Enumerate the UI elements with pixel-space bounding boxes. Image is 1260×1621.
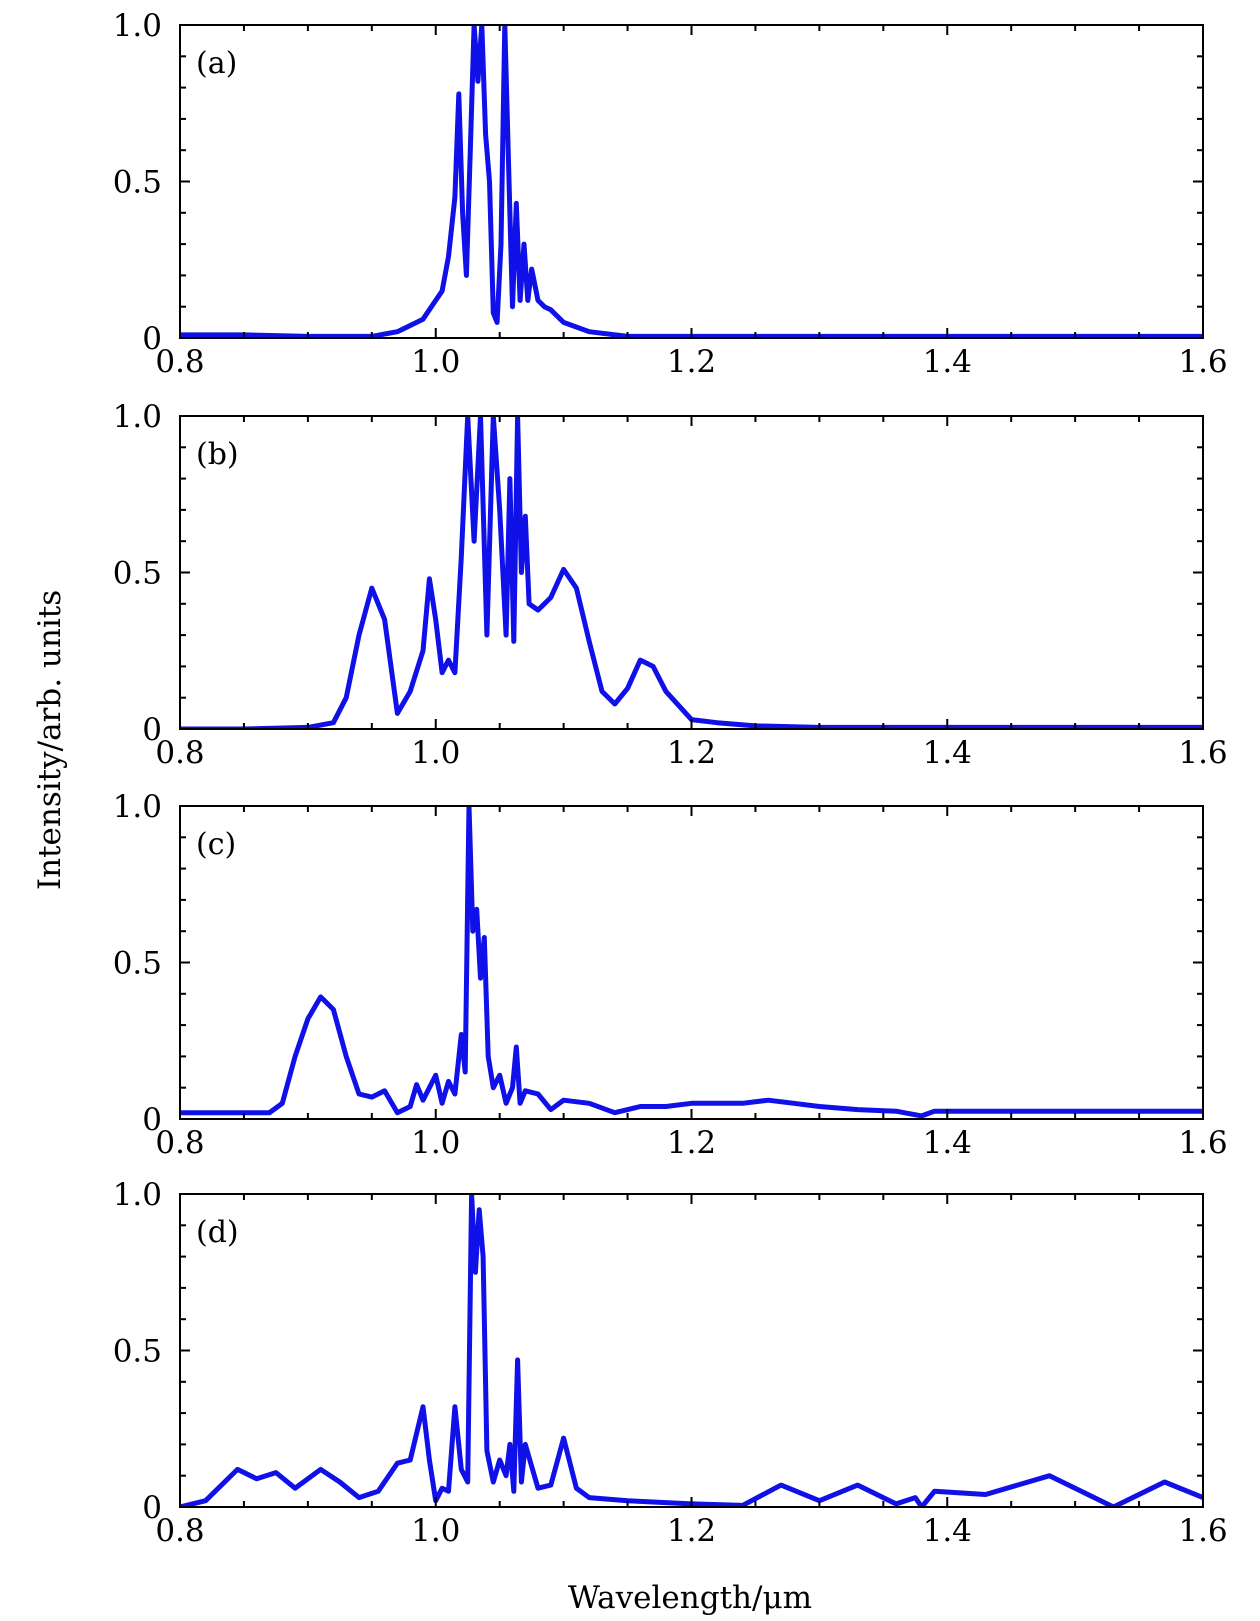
x-tick-label: 0.8: [155, 344, 204, 380]
x-tick-label: 1.2: [667, 735, 716, 771]
plot-frame-a: [179, 24, 1204, 339]
plot-frame-c: [179, 805, 1204, 1120]
y-tick-label: 0: [142, 321, 162, 357]
y-tick-label: 0: [142, 712, 162, 748]
x-tick-label: 1.4: [923, 344, 972, 380]
y-tick-label: 0.5: [113, 556, 162, 592]
x-tick-label: 1.2: [667, 1513, 716, 1549]
x-tick-label: 1.0: [411, 1513, 460, 1549]
x-tick-label: 1.0: [411, 735, 460, 771]
x-tick-label: 0.8: [155, 1513, 204, 1549]
y-tick-label: 0: [142, 1490, 162, 1526]
y-tick-label: 1.0: [113, 1177, 162, 1213]
y-tick-label: 1.0: [113, 8, 162, 44]
chart-panel-d: 0.8 1.0 1.2 1.4 1.6 0 0.5 1.0 (d): [113, 1177, 1228, 1549]
y-tick-label: 1.0: [113, 789, 162, 825]
x-tick-label: 1.4: [923, 1513, 972, 1549]
x-tick-label: 1.4: [923, 735, 972, 771]
chart-panel-b: 0.8 1.0 1.2 1.4 1.6 0 0.5 1.0 (b): [113, 399, 1228, 771]
panels: 0.8 1.0 1.2 1.4 1.6 0 0.5 1.0 (a) 0.8 1.0 1.2 1.4 1.6…: [113, 8, 1228, 1549]
plot-frame-d: [179, 1193, 1204, 1508]
y-tick-label: 0.5: [113, 165, 162, 201]
x-tick-label: 0.8: [155, 1125, 204, 1161]
x-tick-label: 1.0: [411, 344, 460, 380]
x-tick-label: 0.8: [155, 735, 204, 771]
chart-panel-c: 0.8 1.0 1.2 1.4 1.6 0 0.5 1.0 (c): [113, 789, 1228, 1161]
y-tick-label: 0.5: [113, 1334, 162, 1370]
y-tick-label: 1.0: [113, 399, 162, 435]
y-tick-label: 0.5: [113, 946, 162, 982]
y-axis-title: Intensity/arb. units: [32, 590, 68, 890]
x-tick-label: 1.6: [1178, 344, 1227, 380]
plot-frame-b: [179, 415, 1204, 730]
x-tick-label: 1.0: [411, 1125, 460, 1161]
series-line-a: [180, 25, 1203, 338]
panel-label: (d): [196, 1215, 239, 1250]
x-tick-label: 1.4: [923, 1125, 972, 1161]
y-tick-label: 0: [142, 1102, 162, 1138]
panel-label: (c): [196, 827, 236, 862]
chart-panel-a: 0.8 1.0 1.2 1.4 1.6 0 0.5 1.0 (a): [113, 8, 1228, 380]
x-axis-title: Wavelength/μm: [568, 1580, 812, 1616]
series-line-c: [180, 806, 1203, 1119]
panel-label: (a): [196, 46, 237, 81]
series-line-d: [180, 1194, 1203, 1507]
panel-label: (b): [196, 437, 239, 472]
x-tick-label: 1.2: [667, 344, 716, 380]
x-tick-label: 1.6: [1178, 735, 1227, 771]
x-tick-label: 1.6: [1178, 1125, 1227, 1161]
x-tick-label: 1.6: [1178, 1513, 1227, 1549]
x-tick-label: 1.2: [667, 1125, 716, 1161]
series-line-b: [180, 416, 1203, 729]
